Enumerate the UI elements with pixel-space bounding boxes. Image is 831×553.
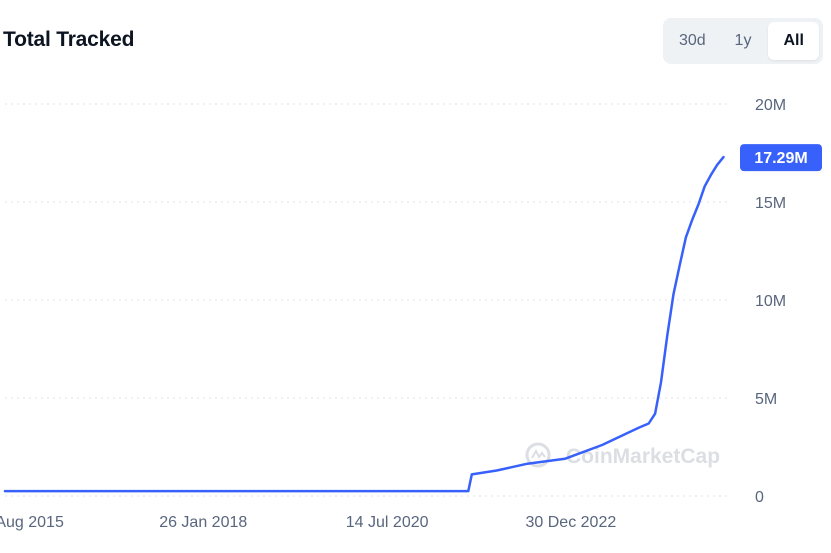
y-tick-label: 15M (755, 195, 786, 212)
watermark: CoinMarketCap (525, 442, 720, 468)
y-tick-label: 20M (755, 97, 786, 114)
x-tick-label: 14 Jul 2020 (346, 514, 429, 531)
x-tick-label: 26 Jan 2018 (159, 514, 247, 531)
y-tick-label: 10M (755, 293, 786, 310)
y-tick-label: 0 (755, 489, 764, 506)
y-tick-label: 5M (755, 391, 777, 408)
logo-mark-icon (531, 448, 546, 459)
range-30d-button[interactable]: 30d (678, 32, 706, 49)
coinmarketcap-logo-icon (525, 442, 551, 468)
x-tick-label: 30 Dec 2022 (526, 514, 617, 531)
last-value-badge-bg (740, 144, 822, 172)
range-all-button[interactable]: All (768, 22, 820, 60)
last-value-badge: 17.29M (740, 144, 822, 172)
watermark-text: CoinMarketCap (566, 445, 720, 468)
range-1y-button[interactable]: 1y (734, 32, 752, 49)
x-tick-label: 11 Aug 2015 (0, 514, 64, 531)
series-line (3, 155, 725, 493)
chart-title: Total Tracked (3, 28, 135, 51)
last-value-label: 17.29M (754, 150, 807, 167)
time-range-selector: 30d 1y All (663, 18, 823, 64)
